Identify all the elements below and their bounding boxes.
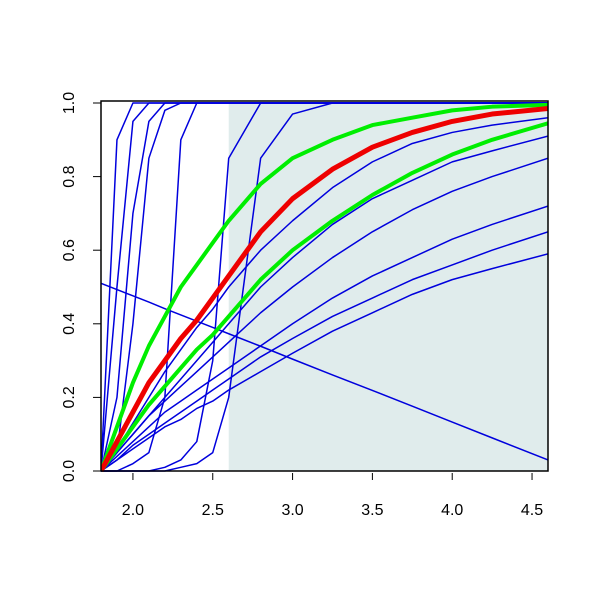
plot-area [101, 102, 548, 472]
y-tick-label: 0.6 [61, 239, 78, 261]
series-line [101, 116, 548, 472]
series-line [101, 121, 548, 472]
series-line [101, 282, 548, 461]
y-tick-label: 0.0 [61, 460, 78, 482]
x-tick-label: 2.5 [202, 502, 224, 519]
series-line [101, 102, 548, 472]
x-tick-label: 2.0 [122, 502, 144, 519]
x-tick-label: 4.0 [441, 502, 463, 519]
y-tick-label: 0.4 [61, 313, 78, 335]
y-tick-label: 1.0 [61, 92, 78, 114]
series-line [101, 106, 548, 472]
shaded-region [228, 103, 548, 471]
series-line [101, 253, 548, 472]
series-line [101, 231, 548, 472]
plot-frame [100, 100, 549, 472]
series-line [101, 157, 548, 472]
y-tick-label: 0.8 [61, 165, 78, 187]
y-tick-label: 0.2 [61, 386, 78, 408]
series-line [101, 205, 548, 472]
x-tick-label: 3.0 [281, 502, 303, 519]
x-tick-label: 4.5 [521, 502, 543, 519]
axes: 2.0 2.5 3.0 3.5 4.0 4.5 0.0 0.2 0.4 0.6 0.8 1.0 [61, 92, 549, 519]
x-tick-label: 3.5 [361, 502, 383, 519]
